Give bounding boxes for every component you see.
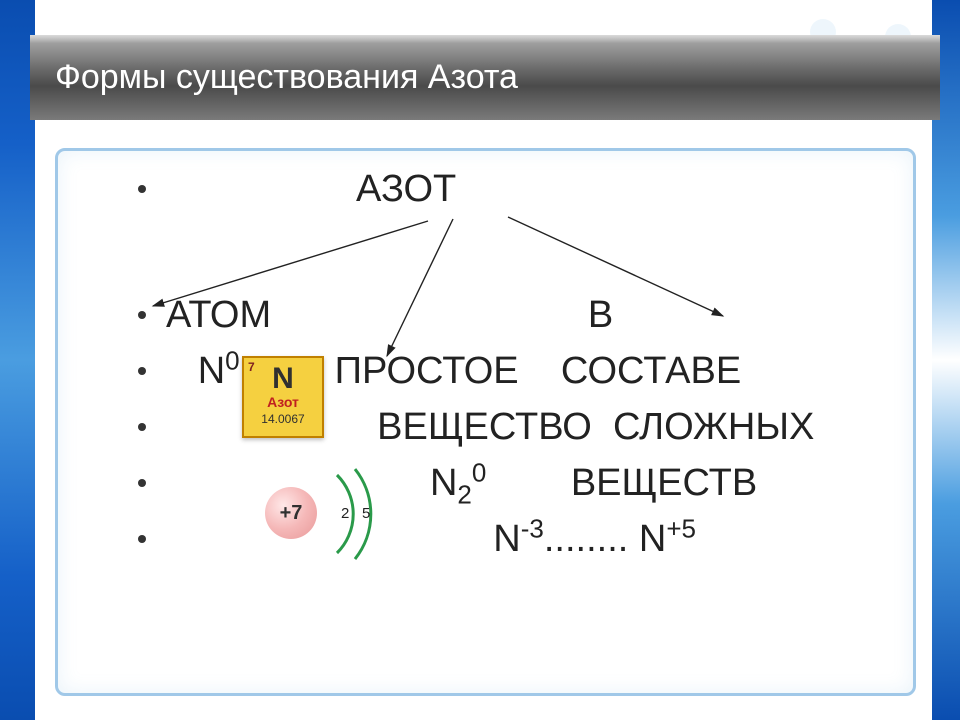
- content-list: АЗОТ АТОМ В N0 ПРОСТОЕ СОСТАВЕ ВЕЩЕСТВО …: [138, 161, 814, 567]
- bullet-icon: [138, 535, 146, 543]
- list-item: АЗОТ: [138, 161, 814, 217]
- atomic-number: 7: [248, 360, 255, 374]
- element-tile-nitrogen: 7 N Азот 14.0067: [242, 356, 324, 438]
- row-atom-complex1: АТОМ В: [166, 287, 613, 343]
- element-name: Азот: [267, 394, 299, 410]
- row-complex-formulas: N-3........ N+5: [166, 511, 696, 567]
- list-item: ВЕЩЕСТВО СЛОЖНЫХ: [138, 399, 814, 455]
- slide-title: Формы существования Азота: [55, 58, 518, 97]
- element-mass: 14.0067: [261, 412, 304, 426]
- list-item: N0 ПРОСТОЕ СОСТАВЕ: [138, 343, 814, 399]
- shell-2-count: 5: [362, 505, 370, 522]
- bullet-icon: [138, 311, 146, 319]
- slide-title-bar: Формы существования Азота: [30, 35, 940, 120]
- root-label: АЗОТ: [166, 161, 456, 217]
- list-item: N20 ВЕЩЕСТВ: [138, 455, 814, 511]
- shell-1-count: 2: [341, 505, 349, 522]
- bullet-icon: [138, 185, 146, 193]
- element-symbol: N: [272, 362, 294, 396]
- bullet-icon: [138, 479, 146, 487]
- bullet-icon: [138, 367, 146, 375]
- bullet-icon: [138, 423, 146, 431]
- row-simple-formula-complex4: N20 ВЕЩЕСТВ: [166, 455, 757, 511]
- content-frame: АЗОТ АТОМ В N0 ПРОСТОЕ СОСТАВЕ ВЕЩЕСТВО …: [55, 148, 916, 696]
- list-item: N-3........ N+5: [138, 511, 814, 567]
- list-item: АТОМ В: [138, 287, 814, 343]
